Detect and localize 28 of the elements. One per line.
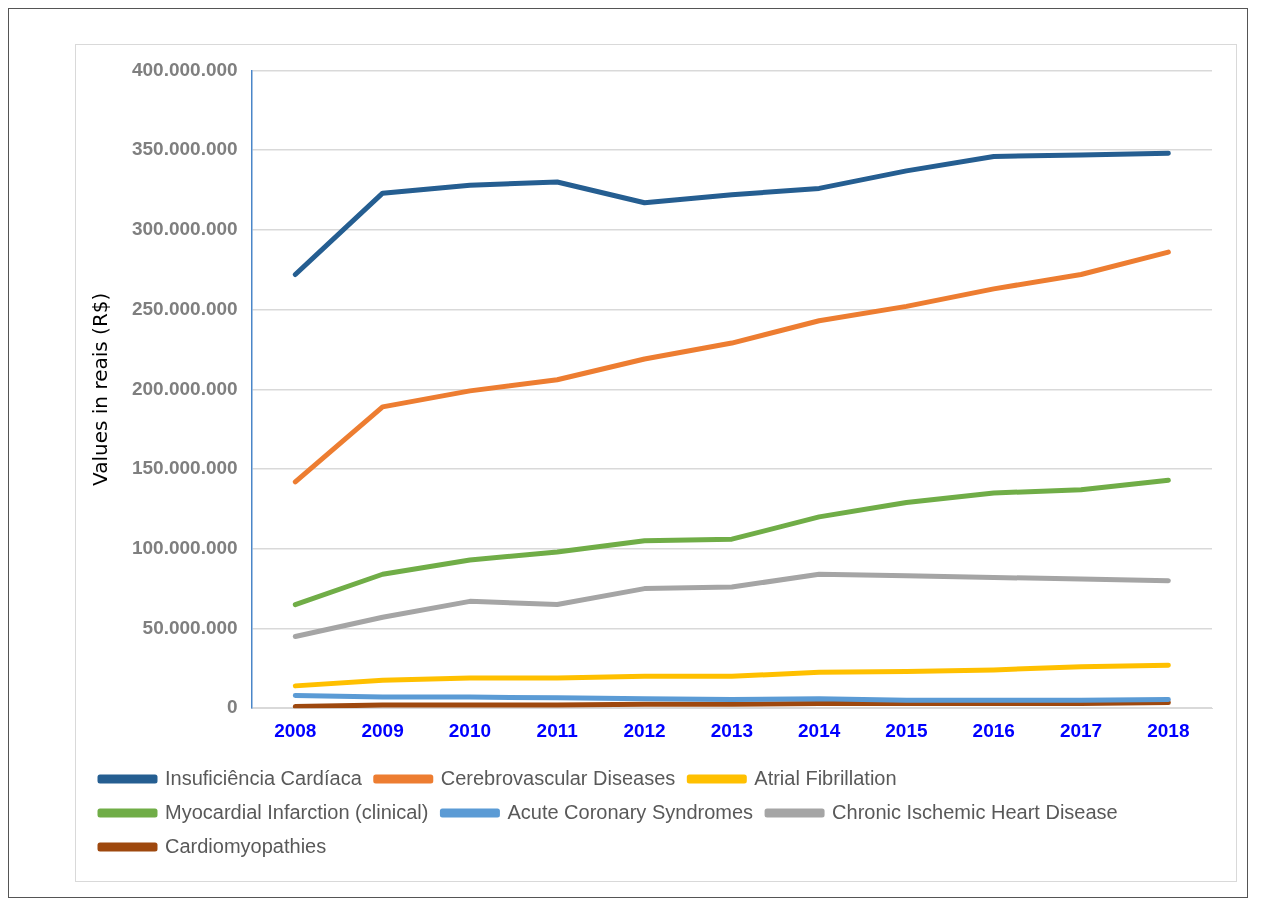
x-tick-label: 2017 (1059, 719, 1103, 741)
x-tick-label: 2018 (1147, 719, 1190, 741)
legend-label: Cardiomyopathies (165, 834, 327, 857)
legend-label: Acute Coronary Syndromes (507, 800, 754, 823)
legend-label: Insuficiência Cardíaca (165, 766, 363, 789)
y-tick-label: 50.000.000 (142, 616, 238, 638)
x-tick-label: 2014 (797, 719, 841, 741)
y-tick-label: 100.000.000 (131, 536, 238, 558)
y-tick-label: 400.000.000 (131, 58, 238, 80)
y-tick-label: 300.000.000 (131, 218, 238, 240)
y-tick-label: 150.000.000 (131, 457, 238, 479)
x-tick-label: 2008 (274, 719, 317, 741)
legend-label: Atrial Fibrillation (754, 766, 897, 789)
legend-label: Chronic Ischemic Heart Disease (832, 800, 1118, 823)
y-tick-label: 350.000.000 (131, 138, 238, 160)
x-tick-label: 2012 (623, 719, 666, 741)
legend-label: Cerebrovascular Diseases (440, 766, 676, 789)
legend-label: Myocardial Infarction (clinical) (165, 800, 429, 823)
x-tick-label: 2011 (536, 719, 579, 741)
x-tick-label: 2009 (361, 719, 404, 741)
x-tick-label: 2013 (710, 719, 753, 741)
y-tick-label: 200.000.000 (131, 377, 238, 399)
x-tick-label: 2010 (448, 719, 492, 741)
y-tick-label: 250.000.000 (131, 297, 238, 319)
x-tick-label: 2016 (972, 719, 1015, 741)
y-tick-label: 0 (227, 696, 238, 718)
y-axis-title: Values in reais (R$) (88, 292, 113, 486)
x-tick-label: 2015 (885, 719, 928, 741)
